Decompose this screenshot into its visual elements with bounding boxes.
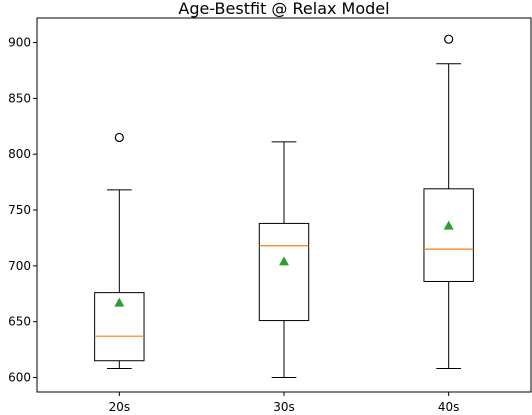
outlier-point [444, 34, 454, 44]
chart-title: Age-Bestfit @ Relax Model [178, 0, 389, 18]
y-axis: 600 650 700 750 800 850 900 [8, 36, 37, 384]
x-tick-label: 30s [273, 400, 295, 414]
box-body [94, 292, 145, 362]
boxes-group [94, 34, 474, 378]
y-tick-label: 800 [8, 147, 31, 161]
y-tick-label: 850 [8, 91, 31, 105]
y-tick-label: 600 [8, 370, 31, 384]
x-tick-label: 40s [438, 400, 460, 414]
mean-marker [443, 220, 454, 230]
x-axis: 20s 30s 40s [109, 392, 460, 414]
y-tick-label: 650 [8, 315, 31, 329]
mean-marker [279, 256, 289, 266]
box-30s [258, 141, 310, 378]
y-tick-label: 700 [8, 259, 31, 273]
mean-marker [114, 297, 125, 307]
box-40s [423, 34, 474, 370]
outlier-point [114, 132, 124, 143]
box-20s [94, 132, 145, 370]
box-body [423, 188, 474, 282]
box-body [258, 222, 310, 322]
y-tick-label: 900 [8, 36, 31, 50]
x-tick-label: 20s [109, 400, 131, 414]
y-tick-label: 750 [8, 203, 31, 217]
